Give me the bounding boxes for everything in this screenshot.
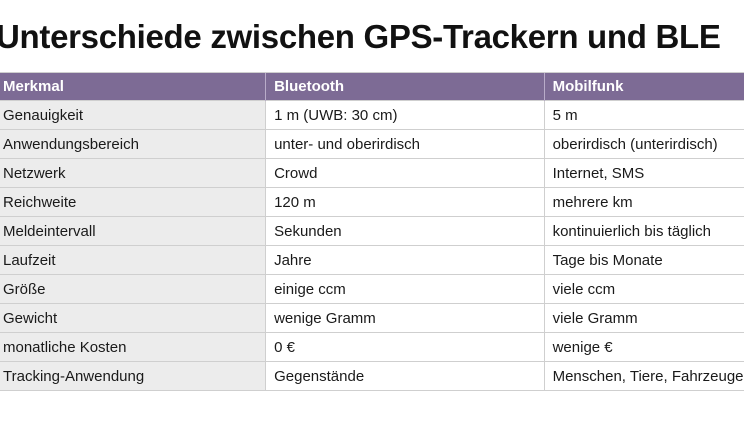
cell: Tage bis Monate [543, 245, 744, 275]
header-row: Merkmal Bluetooth Mobilfunk [0, 72, 744, 101]
cell: mehrere km [543, 187, 744, 217]
cell: Menschen, Tiere, Fahrzeuge [543, 361, 744, 391]
cell: einige ccm [265, 274, 545, 304]
row-label: Meldeintervall [0, 216, 266, 246]
cell: viele ccm [543, 274, 744, 304]
table-row: Gewicht wenige Gramm viele Gramm [0, 303, 744, 333]
row-label: Laufzeit [0, 245, 266, 275]
cell: Internet, SMS [543, 158, 744, 188]
comparison-table: Merkmal Bluetooth Mobilfunk Genauigkeit 1 m… [0, 72, 744, 391]
table-row: Meldeintervall Sekunden kontinuierlich bis… [0, 216, 744, 246]
header-cell: Bluetooth [265, 72, 545, 101]
table-row: monatliche Kosten 0 € wenige € [0, 332, 744, 362]
table-row: Tracking-Anwendung Gegenstände Menschen, T… [0, 361, 744, 391]
cell: wenige Gramm [265, 303, 545, 333]
row-label: Gewicht [0, 303, 266, 333]
header-cell: Mobilfunk [543, 72, 744, 101]
cell: 120 m [265, 187, 545, 217]
row-label: Größe [0, 274, 266, 304]
cell: wenige € [543, 332, 744, 362]
cell: 0 € [265, 332, 545, 362]
table-row: Laufzeit Jahre Tage bis Monate [0, 245, 744, 275]
row-label: Anwendungsbereich [0, 129, 266, 159]
row-label: Tracking-Anwendung [0, 361, 266, 391]
cell: oberirdisch (unterirdisch) [543, 129, 744, 159]
table-row: Anwendungsbereich unter- und oberirdisch o… [0, 129, 744, 159]
row-label: Genauigkeit [0, 100, 266, 130]
cell: Crowd [265, 158, 545, 188]
cell: kontinuierlich bis täglich [543, 216, 744, 246]
cell: viele Gramm [543, 303, 744, 333]
cell: Sekunden [265, 216, 545, 246]
cell: 1 m (UWB: 30 cm) [265, 100, 545, 130]
table-row: Genauigkeit 1 m (UWB: 30 cm) 5 m [0, 100, 744, 130]
row-label: Reichweite [0, 187, 266, 217]
title: Unterschiede zwischen GPS-Trackern und B… [0, 18, 721, 55]
cell: 5 m [543, 100, 744, 130]
cell: Gegenstände [265, 361, 545, 391]
cell: Jahre [265, 245, 545, 275]
header-cell: Merkmal [0, 72, 266, 101]
table-row: Netzwerk Crowd Internet, SMS [0, 158, 744, 188]
table-body: Genauigkeit 1 m (UWB: 30 cm) 5 m Anwendungs… [0, 100, 744, 391]
row-label: Netzwerk [0, 158, 266, 188]
table-row: Größe einige ccm viele ccm [0, 274, 744, 304]
table-row: Reichweite 120 m mehrere km [0, 187, 744, 217]
row-label: monatliche Kosten [0, 332, 266, 362]
cell: unter- und oberirdisch [265, 129, 545, 159]
